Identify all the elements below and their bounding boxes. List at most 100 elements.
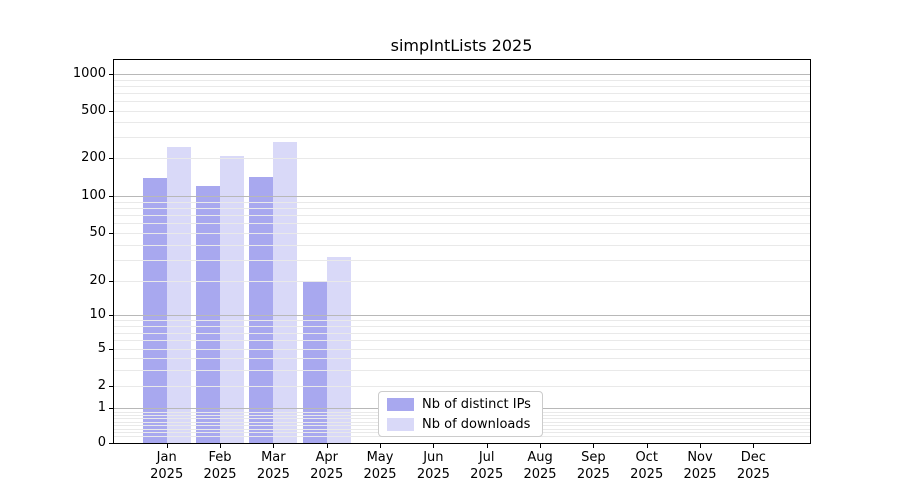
gridline-minor <box>114 101 810 103</box>
x-tick-mark <box>433 444 435 448</box>
gridline-minor <box>114 320 810 322</box>
y-tick-mark <box>109 349 113 351</box>
gridline-minor <box>114 223 810 225</box>
x-tick-month: Oct <box>635 450 658 465</box>
x-tick-month: May <box>366 450 394 465</box>
bar-distinct-ips <box>196 186 221 443</box>
y-tick-mark <box>109 233 113 235</box>
y-tick-mark <box>109 315 113 316</box>
x-tick-label: Aug 2025 <box>510 449 570 483</box>
x-tick-mark <box>540 444 542 448</box>
x-tick-mark <box>486 444 488 448</box>
y-tick-label: 500 <box>81 102 106 118</box>
chart-title: simpIntLists 2025 <box>390 36 533 55</box>
y-tick-label: 5 <box>97 341 106 357</box>
gridline-minor <box>114 158 810 160</box>
bar-distinct-ips <box>249 176 274 443</box>
x-tick-label: Apr 2025 <box>297 449 357 483</box>
x-tick-label: Mar 2025 <box>243 449 303 483</box>
bar-downloads <box>220 155 245 443</box>
y-tick-mark <box>109 158 113 160</box>
bar-distinct-ips <box>302 281 327 443</box>
y-tick-label: 20 <box>89 273 106 288</box>
gridline-minor <box>114 201 810 203</box>
x-tick-label: Oct 2025 <box>617 449 677 483</box>
y-tick-label: 100 <box>81 188 106 203</box>
x-tick-mark <box>646 444 648 448</box>
gridline-minor <box>114 369 810 371</box>
gridline-minor <box>114 259 810 261</box>
x-tick-year: 2025 <box>630 467 664 482</box>
x-tick-label: Jun 2025 <box>403 449 463 483</box>
x-tick-mark <box>220 444 222 448</box>
y-tick-mark <box>109 74 113 75</box>
x-tick-year: 2025 <box>683 467 717 482</box>
x-tick-month: Feb <box>208 450 232 465</box>
y-tick-label: 2 <box>97 378 106 393</box>
x-tick-year: 2025 <box>150 467 184 482</box>
x-tick-month: Nov <box>687 450 713 465</box>
gridline-major <box>114 74 810 75</box>
x-tick-label: May 2025 <box>350 449 410 483</box>
x-tick-mark <box>273 444 275 448</box>
gridline-minor <box>114 215 810 217</box>
x-tick-label: Jan 2025 <box>137 449 197 483</box>
x-tick-label: Nov 2025 <box>670 449 730 483</box>
gridline-major <box>114 196 810 197</box>
legend-label-distinct-ips: Nb of distinct IPs <box>422 396 531 412</box>
x-tick-year: 2025 <box>736 467 770 482</box>
x-tick-month: Sep <box>581 450 606 465</box>
gridline-minor <box>114 332 810 334</box>
y-tick-label: 50 <box>89 225 106 241</box>
x-tick-month: Jan <box>156 450 177 465</box>
x-tick-mark <box>753 444 755 448</box>
x-tick-month: Jul <box>478 450 495 465</box>
legend: Nb of distinct IPs Nb of downloads <box>378 391 543 437</box>
y-tick-mark <box>109 196 113 197</box>
y-tick-label: 0 <box>97 435 106 450</box>
x-tick-label: Sep 2025 <box>563 449 623 483</box>
gridline-minor <box>114 137 810 139</box>
bottom-spine <box>113 443 811 444</box>
y-tick-label: 1000 <box>72 66 106 81</box>
gridline-minor <box>114 281 810 282</box>
gridline-minor <box>114 92 810 94</box>
gridline-minor <box>114 358 810 360</box>
x-tick-year: 2025 <box>363 467 397 482</box>
x-tick-month: Mar <box>261 450 286 465</box>
x-tick-mark <box>380 444 382 448</box>
y-tick-mark <box>109 281 113 282</box>
gridline-minor <box>114 244 810 246</box>
x-tick-year: 2025 <box>256 467 290 482</box>
gridline-minor <box>114 340 810 342</box>
legend-swatch-distinct-ips <box>387 397 414 411</box>
gridline-minor <box>114 208 810 209</box>
gridline-minor <box>114 79 810 81</box>
x-tick-label: Jul 2025 <box>457 449 517 483</box>
y-tick-label: 200 <box>81 150 106 166</box>
x-tick-year: 2025 <box>576 467 610 482</box>
legend-item-distinct-ips: Nb of distinct IPs <box>387 397 542 412</box>
y-tick-mark <box>109 443 113 444</box>
gridline-minor <box>114 326 810 328</box>
y-tick-label: 1 <box>97 400 106 416</box>
bar-downloads <box>166 146 191 443</box>
x-tick-label: Dec 2025 <box>723 449 783 483</box>
gridline-minor <box>114 122 810 124</box>
y-tick-mark <box>109 110 113 112</box>
x-tick-year: 2025 <box>523 467 557 482</box>
gridline-minor <box>114 233 810 235</box>
bar-distinct-ips <box>142 178 167 443</box>
x-tick-year: 2025 <box>203 467 237 482</box>
x-tick-mark <box>700 444 702 448</box>
x-tick-month: Dec <box>740 450 766 465</box>
x-tick-year: 2025 <box>310 467 344 482</box>
legend-label-downloads: Nb of downloads <box>422 416 531 432</box>
right-spine <box>810 59 811 444</box>
top-spine <box>113 59 811 60</box>
x-tick-month: Jun <box>423 450 444 465</box>
legend-swatch-downloads <box>387 417 414 431</box>
gridline-minor <box>114 386 810 387</box>
y-tick-mark <box>109 408 113 410</box>
